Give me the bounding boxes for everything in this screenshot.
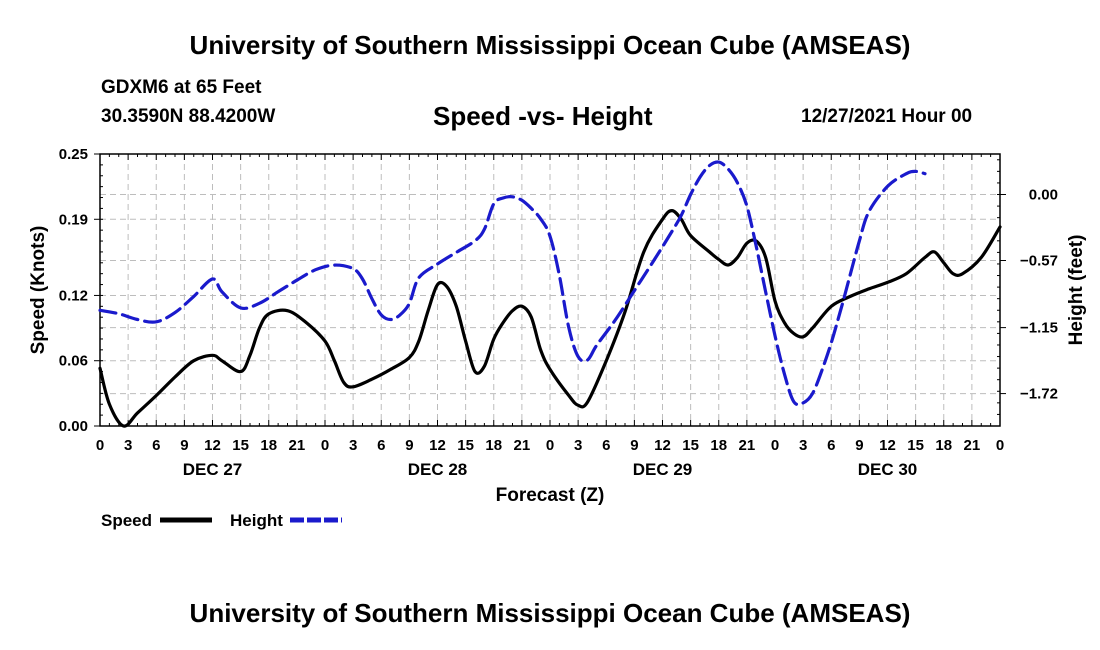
x-tick-label: 9: [855, 437, 863, 454]
x-tick-label: 0: [321, 437, 329, 454]
y-axis-right-title: Height (feet): [1066, 235, 1087, 346]
x-tick-label: 18: [935, 437, 952, 454]
chart-title-top: University of Southern Mississippi Ocean…: [189, 30, 911, 60]
x-day-label: DEC 28: [408, 460, 468, 479]
chart-title-bottom: University of Southern Mississippi Ocean…: [189, 598, 911, 628]
y-axis-left-title: Speed (Knots): [28, 226, 49, 355]
x-tick-label: 21: [514, 437, 531, 454]
x-tick-label: 21: [964, 437, 981, 454]
y-right-tick-label: 0.00: [1029, 187, 1058, 204]
x-tick-label: 0: [96, 437, 104, 454]
chart-subtitle: Speed -vs- Height: [433, 101, 653, 131]
x-tick-label: 15: [232, 437, 249, 454]
x-tick-label: 3: [799, 437, 807, 454]
axis-labels: Forecast (Z) Speed (Knots) Height (feet): [28, 226, 1087, 506]
x-tick-label: 3: [124, 437, 132, 454]
legend-height-label: Height: [230, 511, 283, 530]
legend-speed-label: Speed: [101, 511, 152, 530]
y-left-tick-label: 0.06: [59, 353, 88, 370]
x-tick-label: 9: [180, 437, 188, 454]
coordinates-label: 30.3590N 88.4200W: [101, 106, 276, 127]
x-tick-label: 6: [827, 437, 835, 454]
x-tick-label: 15: [907, 437, 924, 454]
y-left-tick-label: 0.19: [59, 211, 88, 228]
series-layer: [98, 160, 1002, 428]
axes: 0 3 6 9 12 15 18 21 0 3 6 9 12 15 18 21 0 3 6 9 12 15 18 21 0 3 6 9…: [59, 146, 1058, 479]
height-series-line: [98, 160, 927, 407]
x-tick-label: 0: [996, 437, 1004, 454]
x-day-label: DEC 30: [858, 460, 918, 479]
x-tick-label: 6: [152, 437, 160, 454]
x-tick-label: 12: [429, 437, 446, 454]
x-tick-label: 3: [574, 437, 582, 454]
x-tick-label: 3: [349, 437, 357, 454]
x-day-label: DEC 29: [633, 460, 693, 479]
x-axis-title: Forecast (Z): [496, 485, 605, 506]
station-label: GDXM6 at 65 Feet: [101, 77, 262, 98]
x-tick-label: 12: [654, 437, 671, 454]
x-tick-label: 18: [710, 437, 727, 454]
legend: Speed Height: [101, 511, 342, 530]
y-right-tick-label: −0.57: [1020, 252, 1058, 269]
x-tick-label: 21: [739, 437, 756, 454]
x-tick-label: 12: [879, 437, 896, 454]
x-tick-label: 0: [546, 437, 554, 454]
x-tick-label: 18: [260, 437, 277, 454]
y-left-tick-label: 0.12: [59, 287, 88, 304]
x-tick-label: 6: [602, 437, 610, 454]
y-right-tick-label: −1.72: [1020, 386, 1058, 403]
speed-series-line: [98, 209, 1002, 428]
grid-lines: [100, 154, 1000, 426]
x-tick-label: 18: [485, 437, 502, 454]
forecast-datetime: 12/27/2021 Hour 00: [801, 106, 973, 127]
y-left-tick-label: 0.25: [59, 146, 88, 163]
x-tick-label: 15: [682, 437, 699, 454]
x-tick-label: 9: [630, 437, 638, 454]
y-left-tick-label: 0.00: [59, 418, 88, 435]
x-tick-label: 21: [289, 437, 306, 454]
x-tick-label: 6: [377, 437, 385, 454]
x-day-label: DEC 27: [183, 460, 243, 479]
x-tick-label: 0: [771, 437, 779, 454]
x-tick-label: 9: [405, 437, 413, 454]
y-right-tick-label: −1.15: [1020, 320, 1058, 337]
x-tick-label: 15: [457, 437, 474, 454]
x-tick-label: 12: [204, 437, 221, 454]
